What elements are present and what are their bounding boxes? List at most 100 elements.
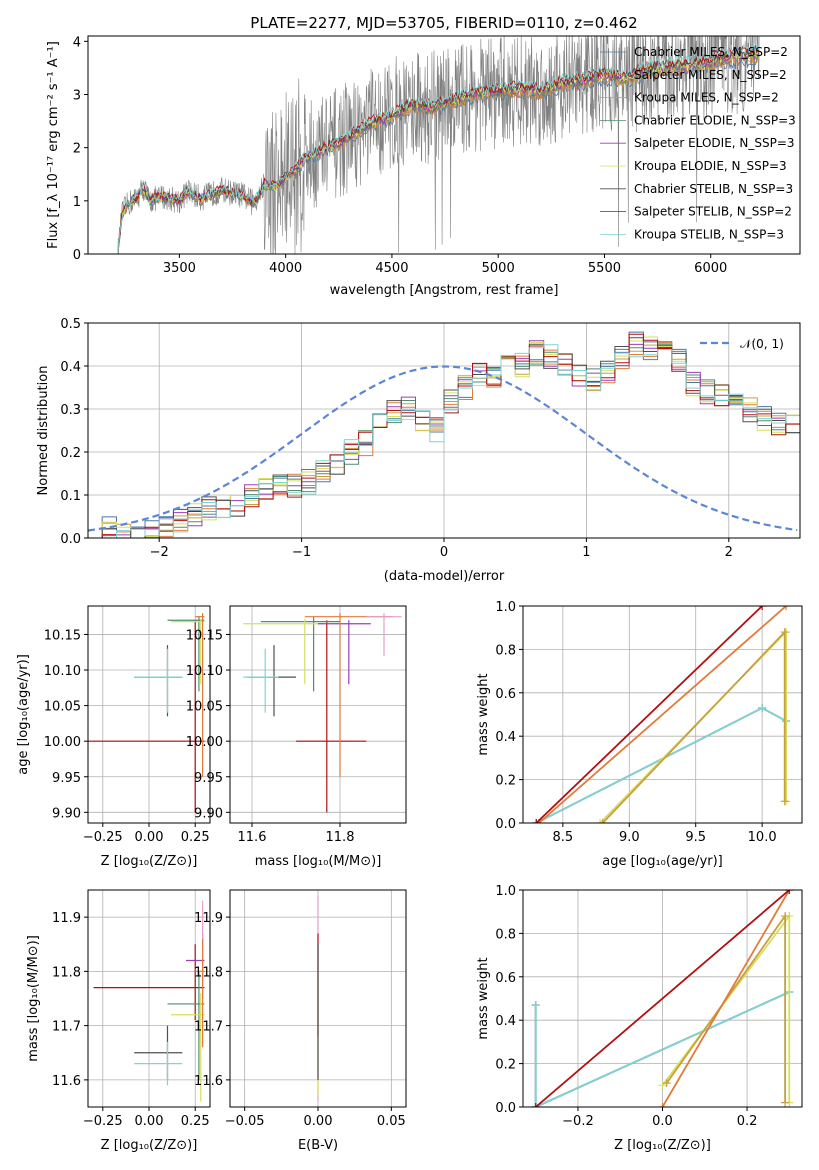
y-tick-label: 0.0 [495, 817, 516, 832]
weight-series-5 [538, 606, 787, 823]
x-axis-label: age [log₁₀(age/yr)] [602, 854, 723, 869]
x-tick-label: 0.00 [135, 1114, 164, 1129]
panel-age-vs-mass: 11.6 11.8 9.90 9.95 10.00 10.05 10.10 10.15 mass… [186, 605, 407, 869]
legend-entry: Salpeter MILES, N_SSP=2 [634, 68, 787, 82]
x-tick-label: 4000 [269, 261, 302, 276]
error-cross-2 [134, 648, 183, 713]
legend-entry: Kroupa MILES, N_SSP=2 [634, 91, 779, 105]
x-axis-label: wavelength [Angstrom, rest frame] [330, 283, 559, 298]
weight-point-marker [781, 912, 790, 921]
plot-area [117, 36, 760, 254]
plot-area [88, 613, 205, 813]
axes-frame [87, 605, 211, 824]
weight-point-marker [596, 819, 605, 823]
plot-area [531, 890, 794, 1107]
y-axis-label: mass weight [476, 673, 491, 755]
axes-frame [87, 322, 801, 539]
legend: Chabrier MILES, N_SSP=2 Salpeter MILES, N… [600, 45, 796, 241]
x-tick-label: −0.25 [83, 830, 123, 845]
x-tick-label: 6000 [694, 261, 727, 276]
error-cross-6 [195, 613, 205, 777]
error-cross-3 [88, 620, 205, 813]
weight-point-marker [782, 606, 791, 610]
x-axis-label: E(B-V) [298, 1138, 338, 1153]
y-axis-label: Normed distribution [36, 366, 51, 496]
y-axis-label: Flux [f_λ 10⁻¹⁷ erg cm⁻² s⁻¹ A⁻¹] [46, 41, 61, 249]
x-axis-label: Z [log₁₀(Z/Z⊙)] [614, 1138, 711, 1153]
x-axis-label: mass [log₁₀(M/M⊙)] [255, 854, 382, 869]
grid-lines [230, 606, 406, 823]
chart-title: PLATE=2277, MJD=53705, FIBERID=0110, z=0… [250, 14, 637, 32]
x-tick-label: 0.2 [737, 1114, 758, 1129]
panel-mass-vs-Z: −0.25 0.00 0.25 11.6 11.7 11.8 11.9 Z [log₁₀(Z/… [26, 889, 211, 1153]
x-tick-label: −0.25 [83, 1114, 123, 1129]
legend-entry: 𝒩(0, 1) [740, 337, 784, 351]
weight-series-1 [535, 706, 787, 823]
weight-point-marker [785, 890, 794, 894]
x-tick-label: 0.00 [135, 830, 164, 845]
plot-area [93, 900, 205, 1102]
model-line-7 [117, 47, 760, 254]
x-tick-label: 5500 [588, 261, 621, 276]
panel-spectrum: 3500 4000 4500 5000 5500 6000 0 1 2 3 4 PLATE=2277,… [46, 14, 801, 298]
y-tick-label: 10.15 [44, 628, 81, 643]
panel-mass-weight-vs-age: 8.5 9.0 9.5 10.0 0.0 0.2 0.4 0.6 0.8 1.0 age [log₁… [476, 600, 803, 869]
x-tick-label: 4500 [375, 261, 408, 276]
spectrum-data-line [117, 36, 760, 254]
axes-frame [229, 889, 407, 1108]
error-cross-1 [134, 1025, 183, 1080]
weight-point-marker [662, 1079, 671, 1088]
y-tick-label: 11.9 [194, 911, 223, 926]
y-tick-label: 0.4 [495, 730, 516, 745]
y-tick-label: 0.1 [60, 489, 81, 504]
axes-frame [522, 889, 803, 1108]
y-tick-label: 2 [73, 142, 81, 157]
plot-area [243, 613, 402, 813]
weight-point-marker [780, 797, 789, 806]
weight-point-marker [780, 628, 789, 637]
x-tick-label: 8.5 [553, 830, 574, 845]
error-cross-4 [167, 971, 205, 1080]
x-tick-label: 9.5 [685, 830, 706, 845]
weight-point-marker [532, 819, 541, 823]
legend: 𝒩(0, 1) [700, 337, 784, 351]
y-tick-label: 0.8 [495, 643, 516, 658]
weight-series-6 [535, 890, 790, 1107]
y-tick-label: 11.7 [52, 1020, 81, 1035]
y-tick-label: 0.4 [495, 1014, 516, 1029]
y-axis-label: age [log₁₀(age/yr)] [16, 654, 31, 775]
x-tick-label: −0.2 [562, 1114, 594, 1129]
error-cross-3 [93, 944, 205, 1021]
y-tick-label: 9.95 [52, 771, 81, 786]
y-tick-label: 0.8 [495, 927, 516, 942]
grid-lines [88, 890, 210, 1107]
y-tick-label: 10.00 [186, 735, 223, 750]
weight-point-marker [658, 1081, 667, 1090]
plot-area [88, 331, 800, 538]
weight-series-4 [602, 629, 786, 823]
y-tick-label: 10.05 [44, 700, 81, 715]
y-tick-label: 0.6 [495, 687, 516, 702]
y-tick-label: 0.6 [495, 971, 516, 986]
y-tick-label: 3 [73, 88, 81, 103]
axes-frame [87, 889, 211, 1108]
weight-point-marker [598, 819, 607, 823]
plot-area [532, 606, 791, 823]
model-line-8 [117, 44, 760, 254]
weight-series-5 [661, 890, 791, 1107]
error-cross-2 [134, 1041, 183, 1086]
x-tick-label: 5000 [482, 261, 515, 276]
x-tick-label: 0.00 [304, 1114, 333, 1129]
x-tick-label: 0.25 [181, 830, 210, 845]
panel-age-vs-Z: −0.25 0.00 0.25 9.90 9.95 10.00 10.05 10.10 10.1… [16, 605, 211, 869]
error-cross-6 [318, 620, 371, 685]
model-line-9 [117, 42, 760, 254]
y-tick-label: 4 [73, 35, 81, 50]
histogram-step-9 [88, 344, 800, 538]
error-cross-4 [167, 616, 205, 692]
legend-entry: Salpeter ELODIE, N_SSP=3 [634, 136, 795, 150]
y-tick-label: 0.2 [60, 446, 81, 461]
x-tick-label: 1 [582, 545, 590, 560]
error-cross-3 [296, 620, 367, 813]
